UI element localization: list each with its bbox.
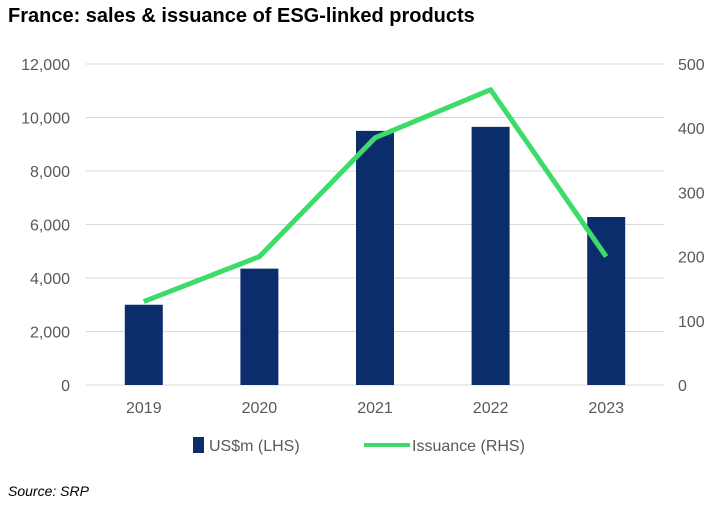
line-series [142, 87, 609, 304]
x-axis-ticks: 2019 2020 2021 2022 2023 [126, 400, 624, 417]
left-tick-label: 0 [61, 378, 70, 395]
legend: US$m (LHS) Issuance (RHS) [193, 437, 525, 455]
bar [124, 304, 163, 385]
left-tick-label: 8,000 [30, 164, 70, 181]
left-tick-label: 2,000 [30, 325, 70, 342]
right-tick-label: 0 [678, 378, 687, 395]
x-tick-label: 2020 [242, 400, 278, 417]
left-tick-label: 4,000 [30, 271, 70, 288]
bar [587, 217, 626, 385]
left-tick-label: 10,000 [21, 111, 70, 128]
legend-bar-label: US$m (LHS) [209, 438, 300, 455]
left-axis-ticks: 0 2,000 4,000 6,000 8,000 10,000 12,000 [21, 57, 70, 395]
right-tick-label: 400 [678, 121, 705, 138]
legend-bar-swatch [193, 437, 204, 453]
x-tick-label: 2019 [126, 400, 162, 417]
legend-line-label: Issuance (RHS) [412, 438, 525, 455]
x-tick-label: 2022 [473, 400, 509, 417]
source-note: Source: SRP [8, 483, 89, 499]
x-tick-label: 2021 [357, 400, 393, 417]
left-tick-label: 12,000 [21, 57, 70, 74]
x-tick-label: 2023 [588, 400, 624, 417]
bar [356, 130, 394, 385]
right-tick-label: 100 [678, 314, 705, 331]
right-tick-label: 500 [678, 57, 705, 74]
chart-title: France: sales & issuance of ESG-linked p… [8, 5, 475, 27]
right-tick-label: 300 [678, 185, 705, 202]
left-tick-label: 6,000 [30, 218, 70, 235]
bar-series [124, 126, 626, 386]
right-tick-label: 200 [678, 250, 705, 267]
bar [471, 126, 510, 386]
bar [240, 268, 279, 385]
right-axis-ticks: 0 100 200 300 400 500 [678, 57, 705, 395]
